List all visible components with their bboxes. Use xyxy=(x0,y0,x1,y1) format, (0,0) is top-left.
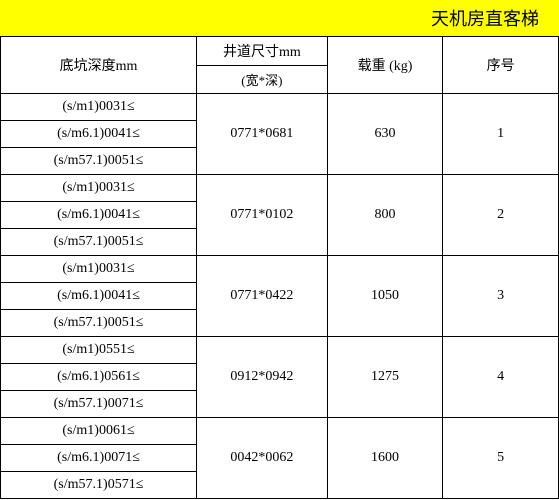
table-header-row: 底坑深度mm 井道尺寸mm 载重 (kg) 序号 xyxy=(1,37,559,66)
shaft-cell: 0771*0102 xyxy=(197,175,328,256)
seq-cell: 5 xyxy=(443,418,559,499)
seq-cell: 1 xyxy=(443,94,559,175)
header-load: 载重 (kg) xyxy=(327,37,443,94)
depth-cell: (s/m1)0061≤ xyxy=(1,418,197,445)
table-row: (s/m1)0031≤ 0771*0681 630 1 xyxy=(1,94,559,121)
shaft-cell: 0042*0062 xyxy=(197,418,328,499)
depth-cell: (s/m6.1)0561≤ xyxy=(1,364,197,391)
depth-cell: (s/m1)0031≤ xyxy=(1,256,197,283)
header-depth: 底坑深度mm xyxy=(1,37,197,94)
depth-cell: (s/m6.1)0071≤ xyxy=(1,445,197,472)
depth-cell: (s/m57.1)0571≤ xyxy=(1,472,197,499)
load-cell: 1600 xyxy=(327,418,443,499)
seq-cell: 4 xyxy=(443,337,559,418)
depth-cell: (s/m1)0031≤ xyxy=(1,175,197,202)
header-seq: 序号 xyxy=(443,37,559,94)
depth-cell: (s/m6.1)0041≤ xyxy=(1,121,197,148)
table-row: (s/m1)0551≤ 0912*0942 1275 4 xyxy=(1,337,559,364)
depth-cell: (s/m1)0031≤ xyxy=(1,94,197,121)
load-cell: 800 xyxy=(327,175,443,256)
seq-cell: 3 xyxy=(443,256,559,337)
load-cell: 1050 xyxy=(327,256,443,337)
depth-cell: (s/m57.1)0051≤ xyxy=(1,229,197,256)
load-cell: 630 xyxy=(327,94,443,175)
page-title: 天机房直客梯 xyxy=(431,5,539,31)
load-cell: 1275 xyxy=(327,337,443,418)
shaft-cell: 0771*0681 xyxy=(197,94,328,175)
seq-cell: 2 xyxy=(443,175,559,256)
header-shaft-top: 井道尺寸mm xyxy=(197,37,328,66)
title-bar: 天机房直客梯 xyxy=(0,0,559,36)
depth-cell: (s/m57.1)0071≤ xyxy=(1,391,197,418)
depth-cell: (s/m6.1)0041≤ xyxy=(1,283,197,310)
table-row: (s/m1)0031≤ 0771*0102 800 2 xyxy=(1,175,559,202)
depth-cell: (s/m1)0551≤ xyxy=(1,337,197,364)
table-row: (s/m1)0061≤ 0042*0062 1600 5 xyxy=(1,418,559,445)
depth-cell: (s/m57.1)0051≤ xyxy=(1,310,197,337)
depth-cell: (s/m57.1)0051≤ xyxy=(1,148,197,175)
shaft-cell: 0771*0422 xyxy=(197,256,328,337)
table-row: (s/m1)0031≤ 0771*0422 1050 3 xyxy=(1,256,559,283)
specification-table: 底坑深度mm 井道尺寸mm 载重 (kg) 序号 (宽*深) (s/m1)003… xyxy=(0,36,559,499)
shaft-cell: 0912*0942 xyxy=(197,337,328,418)
header-shaft-sub: (宽*深) xyxy=(197,66,328,94)
depth-cell: (s/m6.1)0041≤ xyxy=(1,202,197,229)
